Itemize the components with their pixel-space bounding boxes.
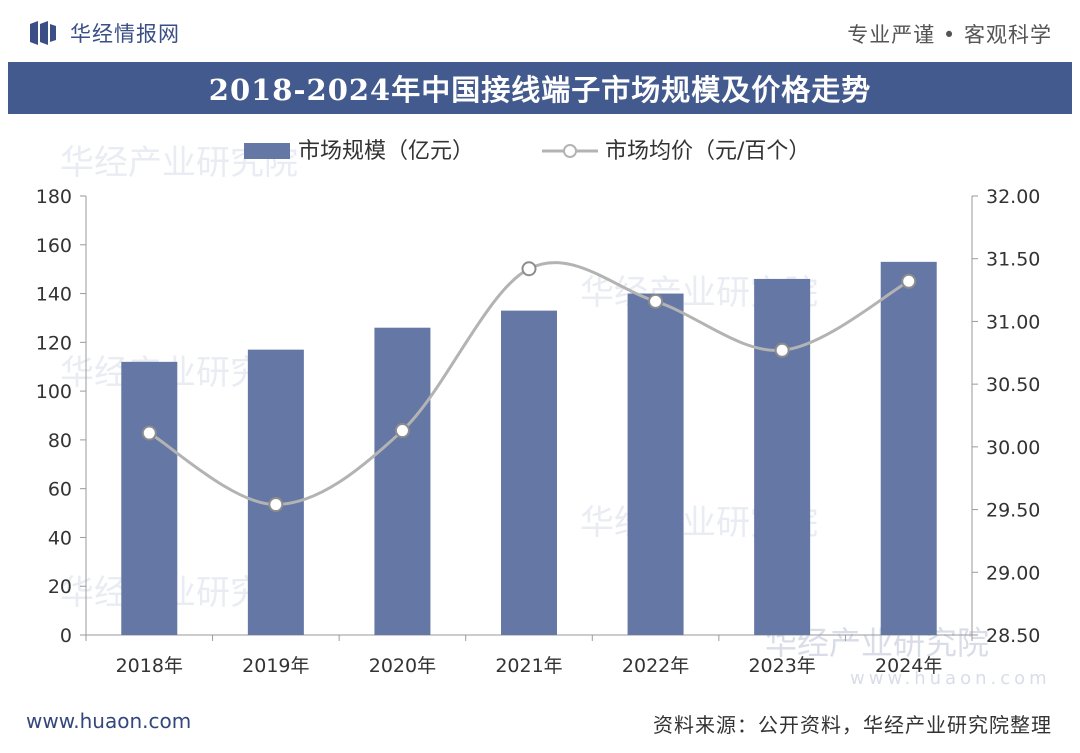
chart-title: 2018-2024年中国接线端子市场规模及价格走势 <box>208 73 872 107</box>
bar <box>374 327 431 635</box>
line-point <box>394 423 410 439</box>
y-tick-label: 60 <box>48 479 72 501</box>
footer-source: 资料来源：公开资料，华经产业研究院整理 <box>653 713 1052 737</box>
x-tick-label: 2020年 <box>369 655 436 677</box>
top-bar: 华经情报网 专业严谨 • 客观科学 <box>0 0 1080 62</box>
bar <box>754 278 811 635</box>
bar <box>121 361 178 635</box>
y-tick-label: 180 <box>36 186 72 208</box>
plot-area: 0 20 40 60 80 100 120 140 160 180 28.50 29.00 29.50 3… <box>36 186 1041 677</box>
y-tick-label: 120 <box>36 332 72 354</box>
y-tick-label: 80 <box>48 430 72 452</box>
bar <box>880 261 937 635</box>
line-point <box>774 342 790 358</box>
bar <box>501 310 557 635</box>
x-tick-label: 2019年 <box>242 655 309 677</box>
bar <box>247 349 304 635</box>
y2-tick-label: 29.00 <box>986 562 1040 584</box>
line-point <box>521 261 537 277</box>
brand-name: 华经情报网 <box>70 22 180 46</box>
watermark-url: www.huaon.com <box>850 668 1051 689</box>
combo-chart: 华经产业研究院 华经产业研究院 华经产业研究院 华经产业研究院 华经产业研究院 … <box>36 139 1051 689</box>
y-tick-label: 140 <box>36 284 72 306</box>
y2-tick-label: 32.00 <box>986 186 1040 208</box>
x-tick-label: 2018年 <box>116 655 183 677</box>
y2-tick-label: 29.50 <box>986 500 1040 522</box>
y-tick-label: 100 <box>36 381 72 403</box>
y2-tick-label: 28.50 <box>986 625 1040 647</box>
brand-logo: 华经情报网 <box>28 18 180 48</box>
footer-website: www.huaon.com <box>26 709 192 733</box>
legend-label-bar: 市场规模（亿元） <box>298 139 474 164</box>
y-tick-label: 160 <box>36 235 72 257</box>
logo-icon <box>30 21 56 45</box>
legend-swatch-bar <box>244 143 290 159</box>
slogan: 专业严谨 • 客观科学 <box>847 23 1052 47</box>
y-tick-label: 40 <box>48 527 72 549</box>
y2-tick-label: 31.50 <box>986 249 1040 271</box>
bar <box>627 293 684 635</box>
y2-tick-label: 31.00 <box>986 311 1040 333</box>
line-point <box>648 293 664 309</box>
x-tick-label: 2024年 <box>875 655 942 677</box>
line-point <box>141 425 157 441</box>
x-tick-label: 2021年 <box>495 655 562 677</box>
title-bar: 2018-2024年中国接线端子市场规模及价格走势 <box>8 62 1072 114</box>
x-tick-label: 2023年 <box>748 655 815 677</box>
y2-tick-label: 30.50 <box>986 374 1040 396</box>
legend-marker-line <box>563 144 577 158</box>
legend: 市场规模（亿元） 市场均价（元/百个） <box>244 139 810 164</box>
line-point <box>268 497 284 513</box>
x-tick-label: 2022年 <box>622 655 689 677</box>
line-point <box>901 273 917 289</box>
y2-tick-label: 30.00 <box>986 437 1040 459</box>
y-tick-label: 20 <box>48 576 72 598</box>
y-tick-label: 0 <box>60 625 72 647</box>
legend-label-line: 市场均价（元/百个） <box>605 139 810 164</box>
